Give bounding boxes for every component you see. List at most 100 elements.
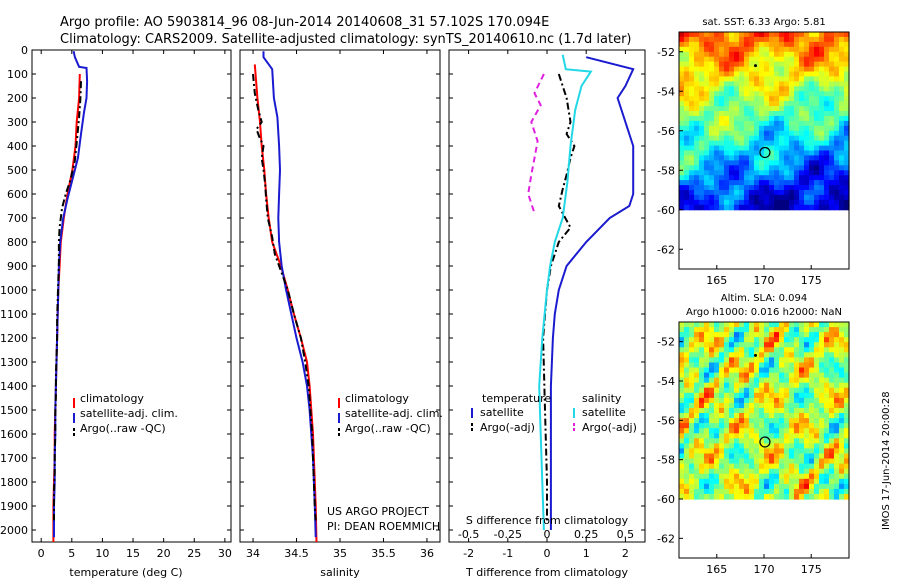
sst-map-cell <box>699 175 705 181</box>
sst-map-cell <box>809 120 815 127</box>
sla-map-cell <box>739 357 745 364</box>
sla-map-cell <box>789 483 795 490</box>
sst-map-cell <box>834 76 840 82</box>
sst-map-cell <box>724 41 730 48</box>
sla-map-cell <box>689 377 695 384</box>
sst-map-cell <box>774 185 780 191</box>
sla-map-cell <box>754 402 760 409</box>
sst-map-cell <box>829 66 835 73</box>
sst-map-cell <box>714 165 720 171</box>
sla-map-cell <box>824 428 830 434</box>
sst-map-cell <box>844 135 850 142</box>
sla-map-cell <box>719 413 725 419</box>
sla-map-cell <box>784 458 790 465</box>
sst-map-cell <box>799 76 805 82</box>
sla-map-cell <box>689 322 695 328</box>
sla-map-cell <box>749 347 755 353</box>
sla-map-cell <box>814 342 820 348</box>
sla-map-cell <box>709 458 715 465</box>
sla-map-cell <box>809 438 815 444</box>
sst-map-cell <box>784 56 790 63</box>
sst-map-cell <box>794 185 800 191</box>
sst-map-cell <box>804 111 810 117</box>
sst-map-cell <box>749 199 755 206</box>
sla-map-cell <box>789 367 795 374</box>
sst-map-cell <box>729 130 735 137</box>
sst-map-cell <box>744 165 750 171</box>
sst-map-cell <box>834 204 840 211</box>
sst-map-cell <box>704 190 710 196</box>
sst-map-cell <box>809 76 815 82</box>
sst-map-cell <box>799 199 805 206</box>
sla-map-cell <box>724 478 730 485</box>
sla-map-cell <box>719 408 725 414</box>
sla-map-cell <box>729 397 735 404</box>
sla-map-cell <box>784 418 790 424</box>
depth-tick-label: 500 <box>7 164 28 177</box>
sst-map-cell <box>704 81 710 87</box>
sla-map-cell <box>824 463 830 470</box>
sla-map-cell <box>809 483 815 490</box>
sst-map-cell <box>689 106 695 112</box>
sla-map-cell <box>804 448 810 455</box>
sst-map-cell <box>744 81 750 87</box>
sst-map-cell <box>724 190 730 196</box>
sla-map-cell <box>804 347 810 353</box>
sst-map-cell <box>689 130 695 137</box>
sla-map-cell <box>709 493 715 500</box>
sst-map-cell <box>824 155 830 161</box>
sst-map-cell <box>689 165 695 171</box>
sst-map-cell <box>704 140 710 147</box>
sla-map-cell <box>734 387 740 394</box>
sst-map-cell <box>689 135 695 142</box>
sst-map-cell <box>704 106 710 112</box>
sst-map-cell <box>794 106 800 112</box>
sla-map-cell <box>719 448 725 455</box>
sla-map-cell <box>684 458 690 465</box>
sla-map-cell <box>809 443 815 450</box>
sla-map-cell <box>704 458 710 465</box>
sst-map-cell <box>779 66 785 73</box>
sst-map-cell <box>764 66 770 73</box>
sst-map-cell <box>739 91 745 97</box>
sla-map-cell <box>684 392 690 399</box>
sst-map-cell <box>719 41 725 48</box>
sla-map-cell <box>789 418 795 424</box>
sla-map-cell <box>759 357 765 364</box>
sla-map-cell <box>829 402 835 409</box>
sla-map-cell <box>824 473 830 480</box>
sst-map-cell <box>699 46 705 53</box>
sla-map-cell <box>694 382 700 389</box>
sst-map-cell <box>784 185 790 191</box>
sst-map-cell <box>704 185 710 191</box>
sst-map-cell <box>769 130 775 137</box>
sst-map-cell <box>799 125 805 132</box>
sst-map-cell <box>679 36 685 43</box>
sst-map-cell <box>739 185 745 191</box>
sst-map-cell <box>764 140 770 147</box>
sla-map-cell <box>704 337 710 343</box>
sst-map-ytick-label: -58 <box>657 164 675 177</box>
sla-map-cell <box>729 493 735 500</box>
sla-map-cell <box>694 347 700 353</box>
sst-map-cell <box>679 111 685 117</box>
sst-map-cell <box>814 175 820 181</box>
sst-map-cell <box>704 194 710 201</box>
sst-map-cell <box>784 36 790 43</box>
sla-map-cell <box>759 377 765 384</box>
sst-map-cell <box>834 61 840 68</box>
sst-map-cell <box>719 194 725 201</box>
sla-map-cell <box>749 332 755 338</box>
sla-map-cell <box>814 402 820 409</box>
sla-map-cell <box>749 468 755 475</box>
sla-map-cell <box>774 367 780 374</box>
sst-map-cell <box>844 81 850 87</box>
sla-map-cell <box>839 377 845 384</box>
sst-map-cell <box>699 185 705 191</box>
sla-map-cell <box>709 408 715 414</box>
sst-map-cell <box>689 160 695 166</box>
sla-map-cell <box>694 438 700 444</box>
sst-map-cell <box>834 130 840 137</box>
temperature-xtick-label: 30 <box>218 547 232 560</box>
sla-map-cell <box>824 408 830 414</box>
